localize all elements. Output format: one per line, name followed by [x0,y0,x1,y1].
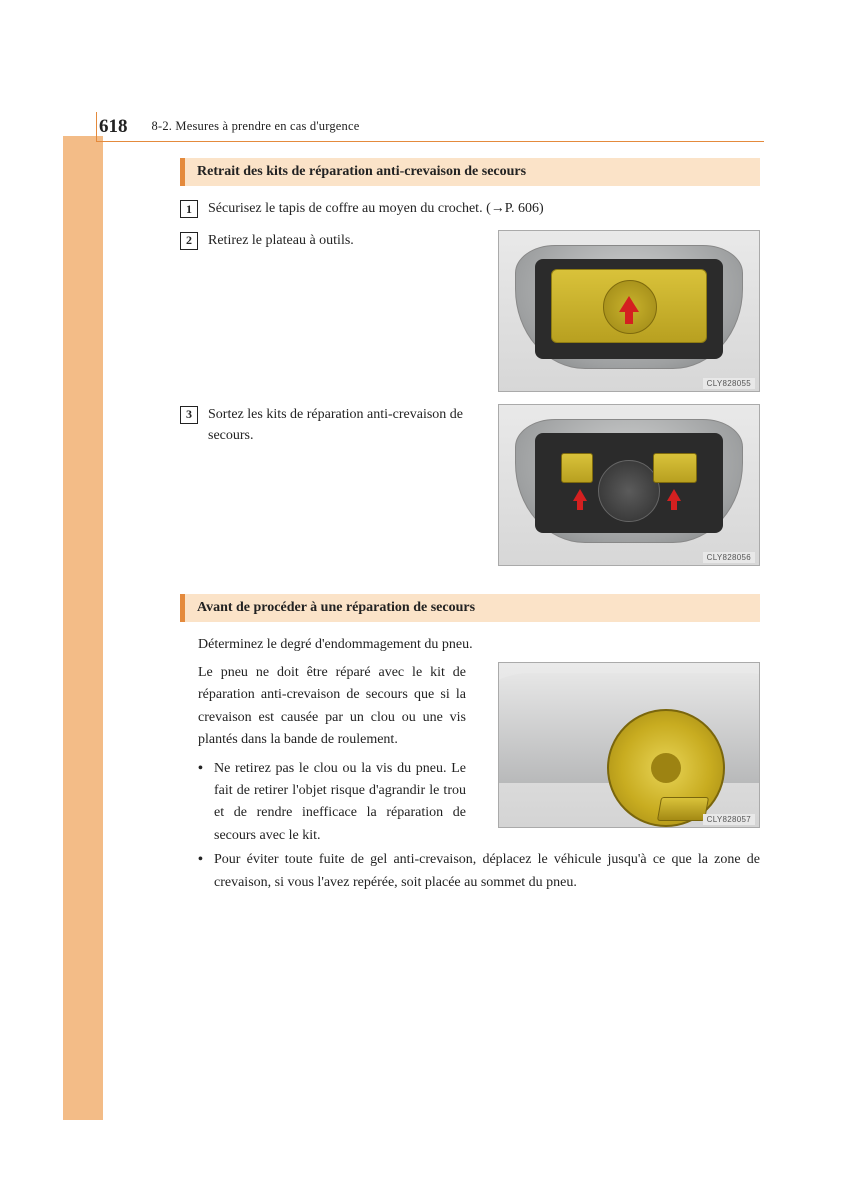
bullet-text: Pour éviter toute fuite de gel anti-crev… [214,849,760,894]
sidebar-tab [63,136,103,1120]
up-arrow-icon [573,489,587,501]
bullet-1: • Ne retirez pas le clou ou la vis du pn… [198,758,466,848]
section2-body-row: Le pneu ne doit être réparé avec le kit … [180,662,760,849]
page-header: 618 8-2. Mesures à prendre en cas d'urge… [96,112,764,142]
step-number-box: 2 [180,232,198,250]
step-3: 3 Sortez les kits de réparation anti-cre… [180,404,484,447]
step-2: 2 Retirez le plateau à outils. [180,230,484,252]
bullet-text: Ne retirez pas le clou ou la vis du pneu… [214,758,466,848]
step-3-row: 3 Sortez les kits de réparation anti-cre… [180,404,760,566]
illustration-trunk-tray: CLY828055 [498,230,760,392]
bullet-2: • Pour éviter toute fuite de gel anti-cr… [198,849,760,894]
step-number-box: 1 [180,200,198,218]
section2-intro: Déterminez le degré d'endommagement du p… [198,634,760,656]
step-2-row: 2 Retirez le plateau à outils. CLY828055 [180,230,760,392]
section2-heading: Avant de procéder à une réparation de se… [180,594,760,622]
bullet-mark: • [198,758,214,848]
step-text: Retirez le plateau à outils. [208,230,484,252]
illustration-trunk-kits: CLY828056 [498,404,760,566]
page-number: 618 [99,116,128,138]
step-text: Sortez les kits de réparation anti-creva… [208,404,484,447]
section-path: 8-2. Mesures à prendre en cas d'urgence [152,119,360,134]
image-code: CLY828055 [703,378,755,389]
step-text: Sécurisez le tapis de coffre au moyen du… [208,198,760,220]
page-content: Retrait des kits de réparation anti-crev… [180,158,760,896]
up-arrow-icon [619,296,639,312]
section2-body: Le pneu ne doit être réparé avec le kit … [198,662,466,752]
illustration-wheel: CLY828057 [498,662,760,828]
up-arrow-icon [667,489,681,501]
step-1: 1 Sécurisez le tapis de coffre au moyen … [180,198,760,220]
bullet-mark: • [198,849,214,894]
section1-heading: Retrait des kits de réparation anti-crev… [180,158,760,186]
image-code: CLY828056 [703,552,755,563]
image-code: CLY828057 [703,814,755,825]
step-number-box: 3 [180,406,198,424]
